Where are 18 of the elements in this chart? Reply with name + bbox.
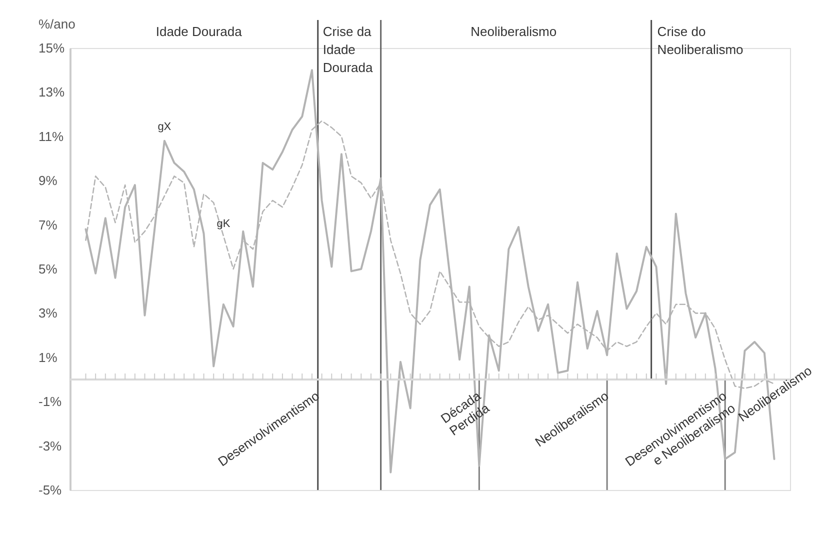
series-label: gK bbox=[216, 218, 231, 230]
text: Idade Dourada bbox=[156, 24, 243, 39]
series-label: gX bbox=[158, 120, 172, 133]
y-tick-label: 9% bbox=[38, 173, 58, 188]
annotation: Crise do Neoliberalismo bbox=[657, 24, 744, 57]
y-tick-label: 15% bbox=[38, 40, 65, 56]
y-tick-label: 11% bbox=[38, 128, 64, 144]
y-tick-label: 13% bbox=[38, 84, 65, 100]
y-tick-label: -5% bbox=[38, 482, 62, 498]
y-tick-label: 7% bbox=[38, 217, 58, 232]
y-axis-title: %/ano bbox=[38, 16, 76, 32]
y-tick-label: 5% bbox=[38, 262, 58, 276]
y-tick-label: 1% bbox=[38, 350, 58, 365]
y-tick-label: 3% bbox=[38, 306, 58, 321]
annotation: Crise da Idade Dourada bbox=[322, 24, 374, 75]
text: Neoliberalismo bbox=[470, 24, 557, 39]
y-tick-label: -3% bbox=[38, 438, 62, 454]
y-tick-label: -1% bbox=[38, 394, 62, 410]
